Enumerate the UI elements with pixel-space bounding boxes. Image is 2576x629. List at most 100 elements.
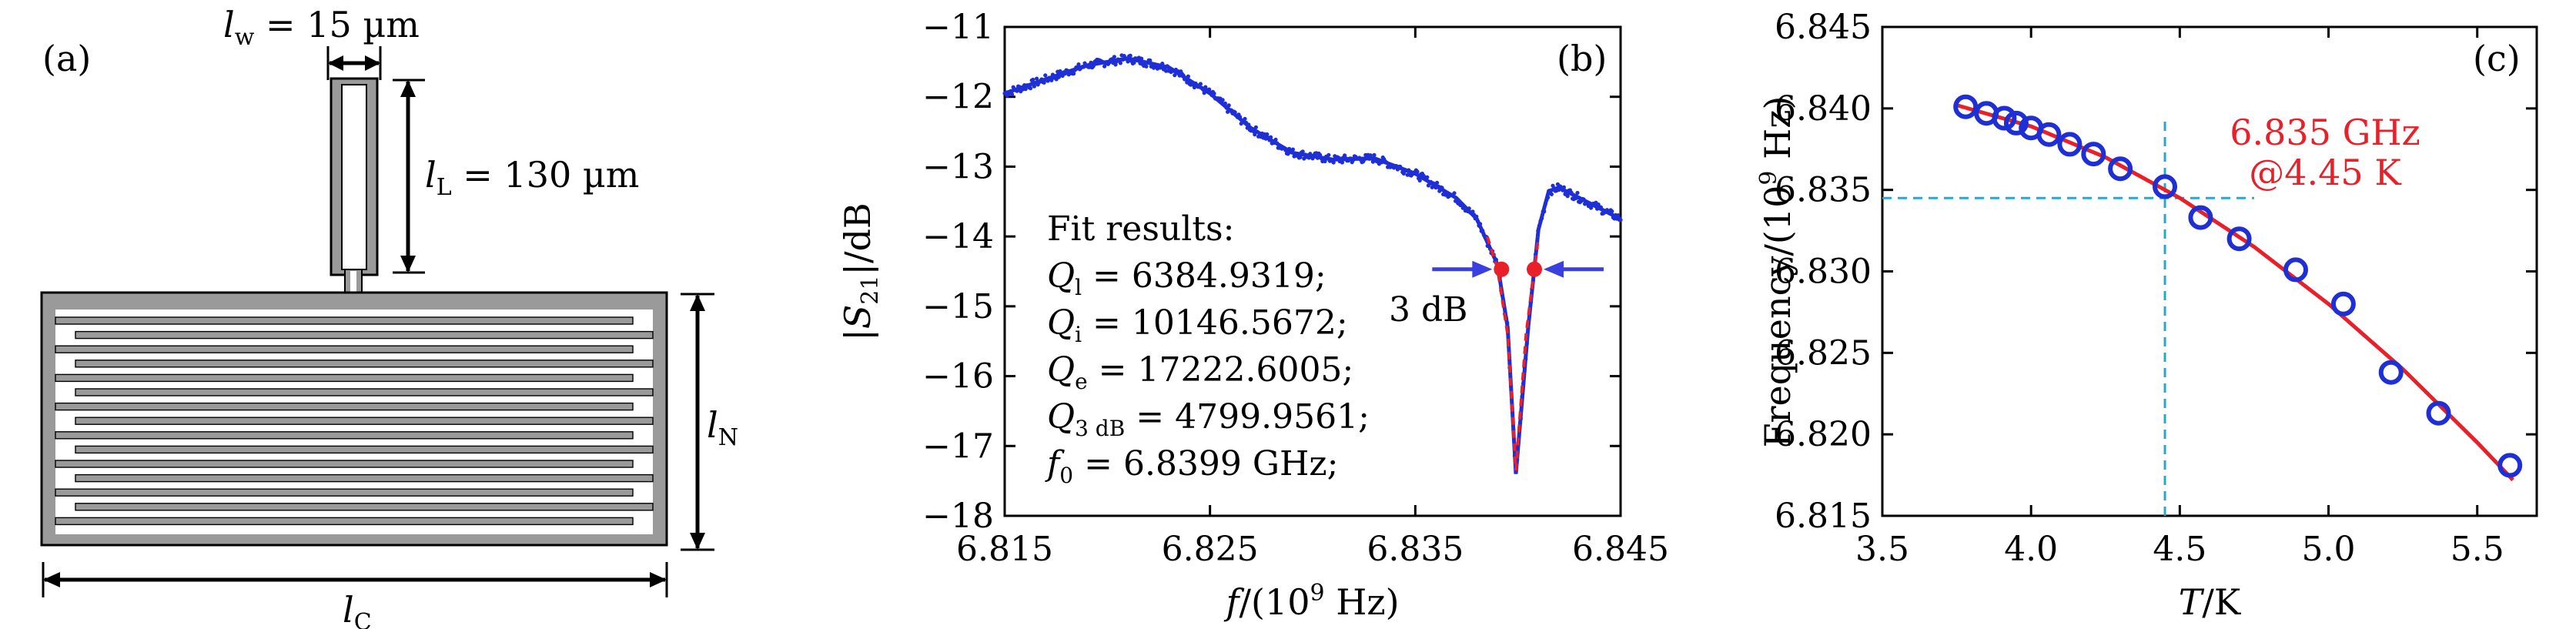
lC-label: lC [343,589,372,629]
panel-c-y-tick-label: 6.820 [1775,415,1872,454]
lL-dimension: lL = 130 µm [393,79,639,274]
panel-c-guide-lines [1882,122,2254,516]
panel-c-label: (c) [2473,38,2521,79]
fit-q-external: Qe = 17222.6005; [1047,350,1353,394]
fit-results-title: Fit results: [1047,209,1234,249]
panel-b-measured-point [1128,53,1132,58]
panel-b-measured-point [1372,152,1377,157]
fit-f0: f0 = 6.8399 GHz; [1045,444,1338,488]
lC-dimension: lC [42,562,668,629]
fit-q-3db: Q3 dB = 4799.9561; [1047,397,1370,441]
capacitor-finger [75,360,654,368]
panel-b-x-ticks: 6.815 6.825 6.835 6.845 [956,27,1669,569]
capacitor-body [40,291,668,547]
capacitor-finger [55,373,634,383]
panel-b-measured-line [1004,56,1622,474]
panel-c-xlabel: T/K [2179,581,2242,623]
panel-b-3db-point [1527,261,1542,277]
panel-c-data-point [2003,110,2029,136]
panel-b-measured-point [1144,64,1149,69]
lN-dimension: lN [681,293,738,551]
panel-c-data-point [1992,105,2017,131]
panel-b-y-tick-label: −16 [922,357,994,396]
panel-b-3db-point [1494,261,1510,277]
panel-c-data-point [2497,453,2523,478]
panel-b-measured-point [1118,61,1122,65]
panel-c-y-tick-label: 6.830 [1775,253,1872,292]
lL-label: lL = 130 µm [425,154,639,201]
panel-c-data-point [2226,226,2252,252]
panel-b-y-tick-label: −18 [922,497,994,536]
panel-c-x-tick-label: 3.5 [1855,530,1909,569]
panel-b-3db-arrowhead [1544,260,1564,278]
panel-b-3db-label: 3 dB [1389,290,1467,330]
panel-b-x-tick-label: 6.845 [1572,530,1669,569]
panel-b-x-tick-label: 6.825 [1162,530,1259,569]
panel-b-xlabel: f/(109 Hz) [1223,580,1399,623]
fit-q-loaded: Ql = 6384.9319; [1047,256,1326,300]
panel-c-data-point [2330,291,2356,316]
capacitor-finger [55,460,634,468]
panel-c-y-tick-label: 6.835 [1775,171,1872,210]
panel-c-data-point [2426,400,2451,426]
panel-b-measured-point [1113,62,1118,67]
panel-c-annotation-freq: 6.835 GHz [2230,112,2420,153]
panel-c-data-point [2188,205,2213,230]
panel-b-measured-point [1253,125,1258,129]
panel-b-y-tick-label: −13 [922,147,994,186]
panel-c-x-tick-label: 5.0 [2302,530,2356,569]
panel-b-measured-point [1575,190,1580,196]
capacitor-finger [75,330,654,340]
panel-b-measured-point [1076,62,1081,67]
panel-a-label: (a) [42,38,91,79]
panel-c-y-tick-label: 6.815 [1775,497,1872,536]
panel-c-x-tick-label: 5.5 [2451,530,2504,569]
capacitor-finger [75,388,654,396]
panel-b-y-tick-label: −17 [922,427,994,466]
inductor-finger [330,77,379,293]
panel-c-data-point [2081,142,2106,167]
panel-b-y-tick-label: −14 [922,217,994,256]
panel-c-axes-frame [1881,25,2538,517]
panel-a: (a) lw = 15 µm lL = 130 µm [40,4,738,629]
panel-b-measured-point [1253,132,1257,137]
lw-dimension: lw = 15 µm [223,4,420,80]
panel-c-x-tick-label: 4.5 [2153,530,2206,569]
panel-c-data-point [2378,360,2404,385]
capacitor-finger [75,445,654,454]
panel-b-3db-arrowhead [1472,260,1493,278]
lw-arrowhead-right [365,55,380,71]
panel-c-y-tick-label: 6.840 [1775,89,1872,129]
panel-c-data-point [1953,94,1979,119]
panel-b-y-tick-label: −15 [922,287,994,326]
panel-b-axes-frame [1003,25,1622,517]
capacitor-fingers [55,316,654,526]
panel-c-fit-line [1955,103,2514,482]
panel-b-fit-line [1485,236,1541,471]
panel-b-measured-point [1072,72,1076,76]
panel-c-x-tick-label: 4.0 [2004,530,2058,569]
panel-c-y-tick-label: 6.825 [1775,333,1872,373]
capacitor-finger [75,417,654,425]
panel-c-data-point [2036,122,2062,147]
panel-b-measured-point [1298,155,1303,159]
panel-b-measured-point [1401,171,1406,176]
panel-b-measured-point [1417,178,1422,182]
panel-b-x-tick-label: 6.815 [956,530,1053,569]
panel-b-ylabel: |S21|/dB [837,202,884,340]
panel-b-measured-point [1549,192,1554,196]
capacitor-finger [75,473,654,483]
panel-c: (c) 3.5 4.0 4.5 5.0 5.5 6.815 6.820 6.825 6.830… [1755,8,2538,623]
panel-b-measured-point [1112,55,1116,59]
capacitor-finger [55,488,634,497]
capacitor-finger [55,316,634,325]
panel-b-y-tick-label: −12 [922,78,994,117]
panel-b-measured-point [1010,92,1015,97]
panel-b-measured-point [1326,152,1331,157]
panel-b-measured-point [1368,153,1373,158]
panel-c-annotation-temp: @4.45 K [2249,152,2402,193]
panel-b-label: (b) [1557,38,1607,79]
panel-b-measured-point [1029,86,1033,91]
capacitor-finger [75,503,654,511]
panel-b-y-tick-label: −11 [922,8,994,47]
